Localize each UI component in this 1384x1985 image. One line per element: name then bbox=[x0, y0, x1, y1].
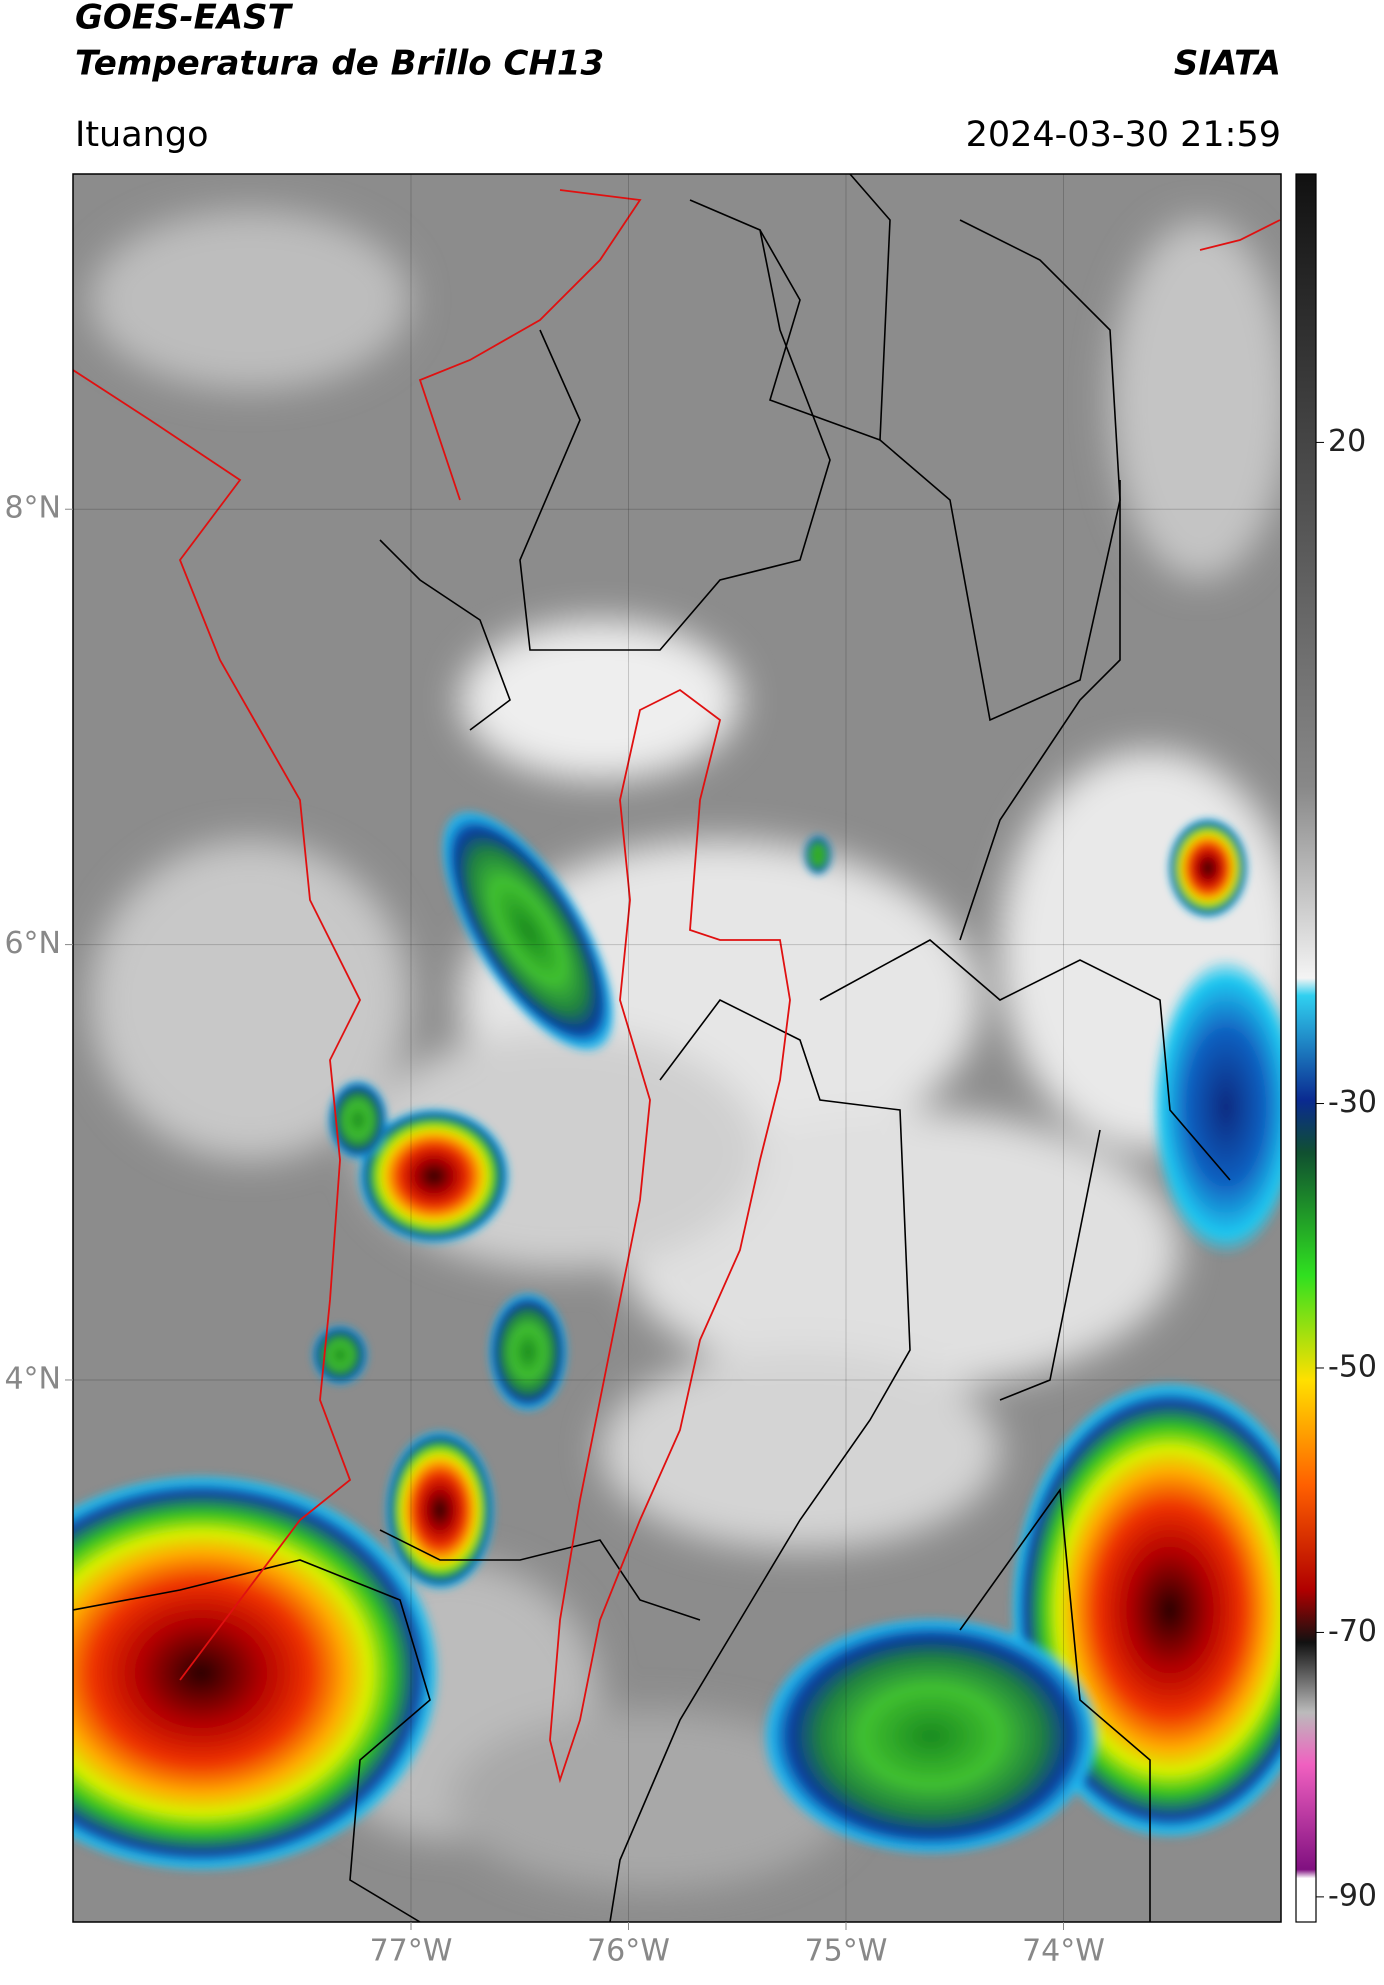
axes: 77°W 76°W 75°W 74°W 8°N 6°N 4°N 20 -30 -50 -70 -90 bbox=[4, 424, 1377, 1969]
y-tick-label: 4°N bbox=[4, 1361, 61, 1396]
x-tick-label: 76°W bbox=[587, 1934, 670, 1969]
location: Ituango bbox=[75, 115, 209, 155]
timestamp: 2024-03-30 21:59 bbox=[966, 115, 1281, 155]
x-tick-label: 74°W bbox=[1022, 1934, 1105, 1969]
x-tick-label: 77°W bbox=[370, 1934, 453, 1969]
map-frame bbox=[72, 173, 1282, 1923]
y-tick-label: 6°N bbox=[4, 926, 61, 961]
colorbar-tick-label: -50 bbox=[1328, 1349, 1377, 1384]
colorbar-tick-label: -30 bbox=[1328, 1085, 1377, 1120]
title: GOES-EAST bbox=[75, 0, 294, 38]
subtitle: Temperatura de Brillo CH13 bbox=[75, 44, 604, 84]
colorbar bbox=[1295, 173, 1317, 1923]
region-outline bbox=[73, 189, 1281, 1784]
colorbar-tick-label: -70 bbox=[1328, 1614, 1377, 1649]
brand: SIATA bbox=[1174, 44, 1281, 84]
colorbar-tick-label: -90 bbox=[1328, 1878, 1377, 1913]
y-tick-label: 8°N bbox=[4, 491, 61, 526]
satellite-image bbox=[73, 174, 1281, 1922]
x-tick-label: 75°W bbox=[805, 1934, 888, 1969]
colorbar-tick-label: 20 bbox=[1328, 424, 1366, 459]
grid bbox=[73, 174, 1281, 1922]
